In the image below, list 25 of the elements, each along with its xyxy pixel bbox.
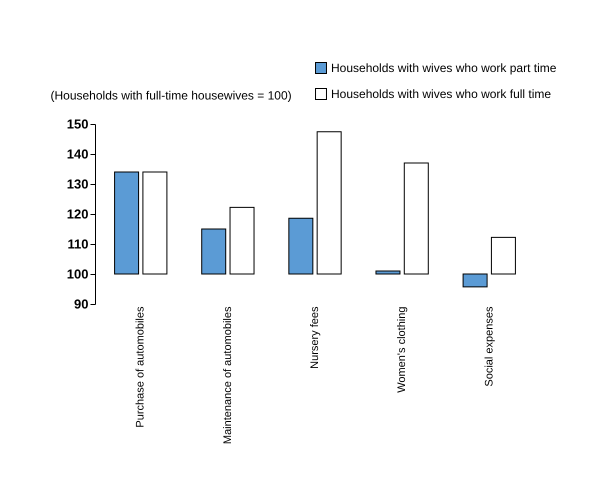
bar [288, 218, 314, 274]
x-tick-label: Nursery fees [309, 306, 321, 369]
y-tick-label: 150 [66, 116, 88, 132]
x-tick-label: Purchase of automobiles [134, 306, 147, 428]
y-tick-label: 120 [66, 206, 88, 222]
x-tick-label: Women's clothing [396, 306, 408, 393]
y-tick-label: 140 [66, 146, 88, 162]
bar [490, 236, 516, 274]
y-tick-label: 130 [66, 176, 88, 192]
bar [230, 206, 255, 274]
y-tick-label: 100 [66, 266, 88, 282]
bar [462, 274, 488, 288]
bar [316, 131, 342, 274]
bar [375, 270, 400, 274]
y-tick-label: 90 [74, 296, 88, 312]
y-axis-title: (Households with full-time housewives = 100) [50, 88, 292, 102]
bar [142, 172, 168, 274]
x-tick-label: Social expenses [483, 306, 496, 387]
bar [114, 172, 140, 274]
y-tick-label: 110 [68, 236, 88, 252]
legend-label: Households with wives who work full time [331, 87, 552, 101]
bar [404, 162, 429, 274]
legend-label: Households with wives who work part time [331, 61, 557, 75]
x-tick-label: Maintenance of automobiles [222, 306, 234, 444]
bar [201, 228, 226, 274]
